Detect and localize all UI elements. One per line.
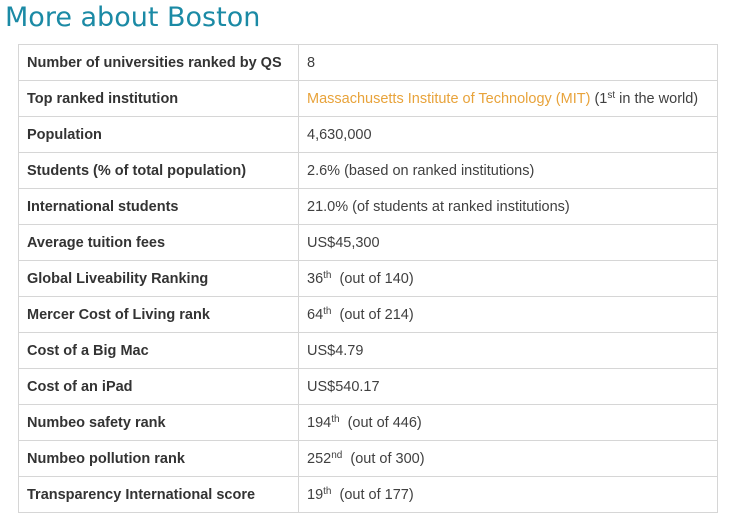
rank-text: (out of 446) [339, 414, 422, 431]
table-row: Average tuition fees US$45,300 [18, 224, 718, 261]
row-value: 64th (out of 214) [298, 296, 718, 333]
rank-suffix: th [323, 269, 332, 281]
row-value: 2.6% (based on ranked institutions) [298, 152, 718, 189]
row-label: Students (% of total population) [18, 152, 299, 189]
rank-prefix: (1 [590, 90, 608, 107]
table-row: International students 21.0% (of student… [18, 188, 718, 225]
row-value: 194th (out of 446) [298, 404, 718, 441]
rank-text: (out of 140) [331, 270, 414, 287]
row-value: Massachusetts Institute of Technology (M… [298, 80, 718, 117]
rank-text: (out of 214) [331, 306, 414, 323]
rank-suffix: st [607, 89, 616, 101]
row-label: Average tuition fees [18, 224, 299, 261]
row-label: Global Liveability Ranking [18, 260, 299, 297]
row-value: 252nd (out of 300) [298, 440, 718, 477]
row-label: Cost of an iPad [18, 368, 299, 405]
table-row: Cost of an iPad US$540.17 [18, 368, 718, 405]
row-label: Number of universities ranked by QS [18, 44, 299, 81]
rank-number: 252 [307, 450, 332, 467]
page-title: More about Boston [5, 2, 261, 33]
table-row: Transparency International score 19th (o… [18, 476, 718, 513]
rank-suffix: nd [331, 449, 343, 461]
table-row: Mercer Cost of Living rank 64th (out of … [18, 296, 718, 333]
table-row: Numbeo safety rank 194th (out of 446) [18, 404, 718, 441]
row-value: US$4.79 [298, 332, 718, 369]
rank-text: (out of 177) [331, 486, 414, 503]
table-row: Population 4,630,000 [18, 116, 718, 153]
row-label: Cost of a Big Mac [18, 332, 299, 369]
rank-number: 36 [307, 270, 324, 287]
table-row: Cost of a Big Mac US$4.79 [18, 332, 718, 369]
row-value: 36th (out of 140) [298, 260, 718, 297]
rank-number: 64 [307, 306, 324, 323]
rank-number: 194 [307, 414, 332, 431]
row-label: Population [18, 116, 299, 153]
row-value: 8 [298, 44, 718, 81]
rank-suffix: th [323, 305, 332, 317]
row-value: 4,630,000 [298, 116, 718, 153]
row-value: US$45,300 [298, 224, 718, 261]
rank-number: 19 [307, 486, 324, 503]
row-label: Numbeo safety rank [18, 404, 299, 441]
city-info-table: Number of universities ranked by QS 8 To… [18, 44, 718, 513]
row-value: 19th (out of 177) [298, 476, 718, 513]
row-value: US$540.17 [298, 368, 718, 405]
table-row: Numbeo pollution rank 252nd (out of 300) [18, 440, 718, 477]
row-label: Mercer Cost of Living rank [18, 296, 299, 333]
rank-text: in the world) [615, 90, 699, 107]
table-row: Global Liveability Ranking 36th (out of … [18, 260, 718, 297]
table-row: Top ranked institution Massachusetts Ins… [18, 80, 718, 117]
row-label: International students [18, 188, 299, 225]
table-row: Number of universities ranked by QS 8 [18, 44, 718, 81]
institution-link[interactable]: Massachusetts Institute of Technology (M… [307, 90, 591, 107]
rank-text: (out of 300) [342, 450, 425, 467]
row-label: Transparency International score [18, 476, 299, 513]
table-row: Students (% of total population) 2.6% (b… [18, 152, 718, 189]
row-label: Top ranked institution [18, 80, 299, 117]
row-label: Numbeo pollution rank [18, 440, 299, 477]
row-value: 21.0% (of students at ranked institution… [298, 188, 718, 225]
rank-suffix: th [331, 413, 340, 425]
rank-suffix: th [323, 485, 332, 497]
